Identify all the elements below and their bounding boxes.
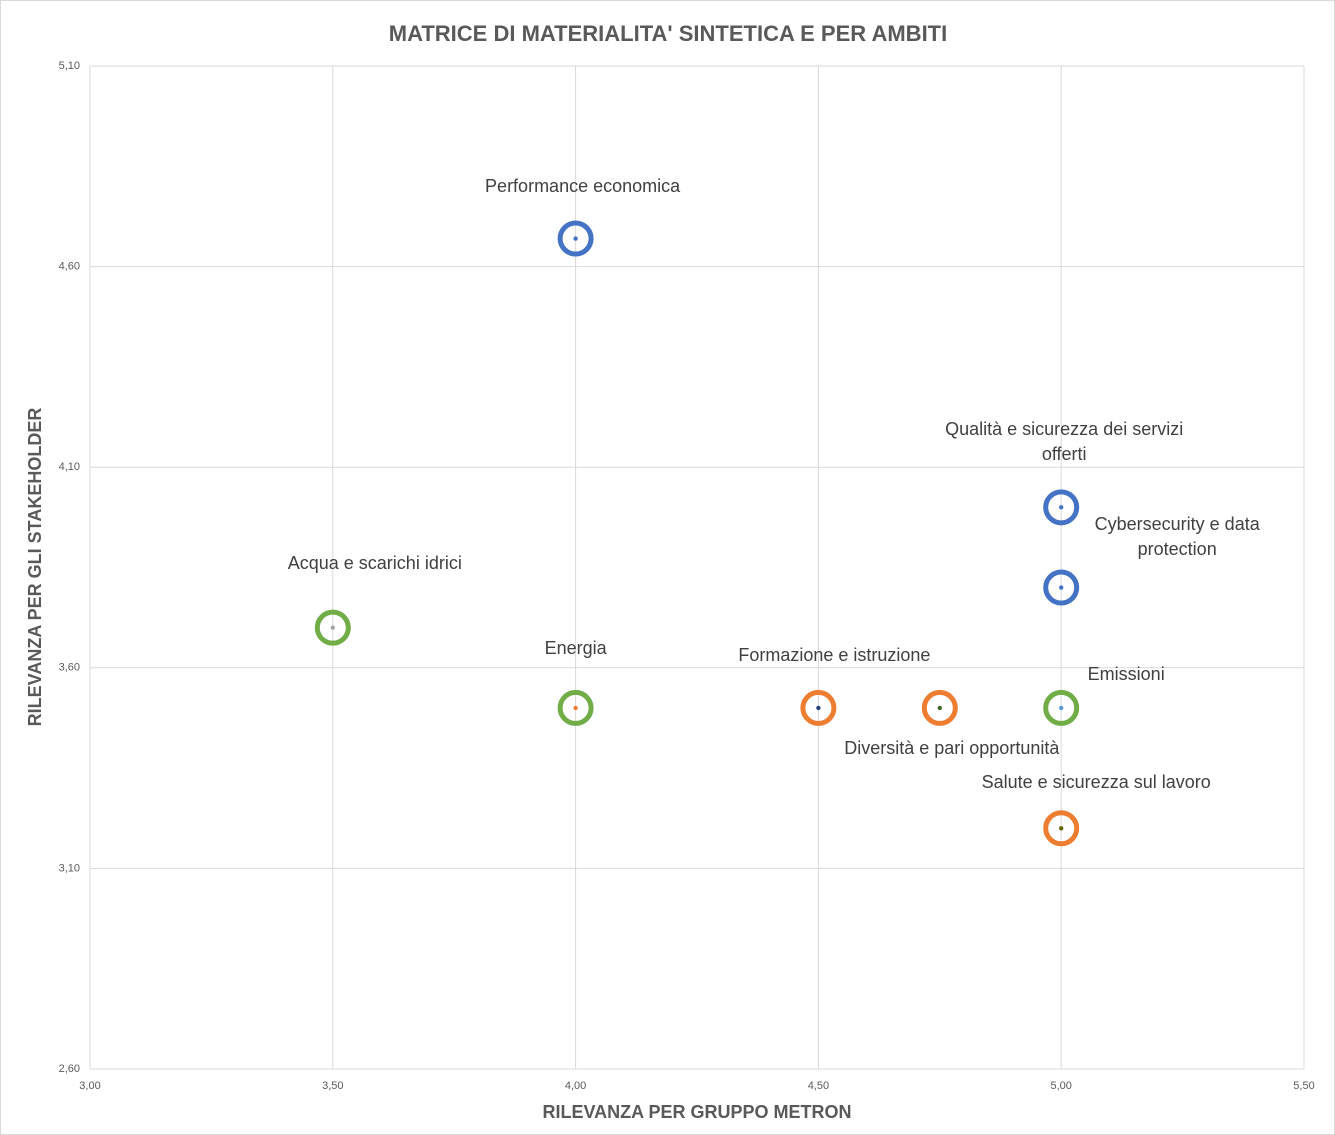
point-ring	[1043, 810, 1080, 847]
y-tick-label: 3,60	[59, 662, 80, 674]
point-ring	[1043, 689, 1080, 726]
point-label: Formazione e istruzione	[738, 644, 931, 665]
point-label: Performance economica	[485, 175, 681, 196]
chart-title: MATRICE DI MATERIALITA' SINTETICA E PER …	[389, 21, 947, 46]
point-label-box: Energia	[544, 637, 607, 658]
y-tick-label: 2,60	[59, 1063, 80, 1075]
point-label-box: Acqua e scarichi idrici	[287, 552, 462, 573]
point-label: Salute e sicurezza sul lavoro	[981, 772, 1211, 793]
point-dot	[1059, 705, 1064, 711]
point-label-box: Qualità e sicurezza dei servizi offerti	[945, 419, 1184, 465]
point-label: Energia	[544, 637, 607, 658]
point-ring	[800, 689, 837, 726]
point-label: Diversità e pari opportunità	[844, 737, 1060, 758]
point-ring	[314, 609, 351, 646]
point-dot	[573, 705, 578, 711]
point-dot	[1059, 505, 1064, 510]
point-dot	[816, 705, 821, 711]
point-label-box: Diversità e pari opportunità	[844, 737, 1060, 758]
point-ring	[1043, 489, 1080, 526]
point-dot	[330, 625, 335, 630]
y-tick-label: 3,10	[59, 862, 80, 874]
point-label: Qualità e sicurezza dei servizi offerti	[945, 419, 1184, 465]
point-ring	[921, 689, 958, 726]
point-label-box: Cybersecurity e data protection	[1094, 513, 1260, 559]
x-tick-label: 3,50	[322, 1080, 343, 1092]
point-dot	[937, 705, 942, 711]
point-label-box: Performance economica	[485, 175, 681, 196]
x-tick-label: 4,00	[565, 1080, 586, 1092]
x-tick-label: 4,50	[808, 1080, 829, 1092]
point-ring	[557, 689, 594, 726]
y-axis-title: RILEVANZA PER GLI STAKEHOLDER	[25, 408, 45, 727]
point-ring	[557, 220, 594, 257]
x-tick-label: 5,50	[1293, 1080, 1314, 1092]
point-label: Emissioni	[1087, 663, 1165, 684]
x-axis-title: RILEVANZA PER GRUPPO METRON	[542, 1102, 851, 1122]
x-tick-label: 5,00	[1050, 1080, 1071, 1092]
point-label-box: Emissioni	[1087, 663, 1165, 684]
point-label: Cybersecurity e data protection	[1094, 513, 1260, 559]
y-tick-label: 4,60	[59, 261, 80, 273]
x-tick-label: 3,00	[79, 1080, 100, 1092]
point-dot	[1059, 826, 1064, 831]
point-label: Acqua e scarichi idrici	[287, 552, 462, 573]
point-label-box: Salute e sicurezza sul lavoro	[981, 772, 1211, 793]
y-tick-label: 5,10	[59, 60, 80, 72]
point-label-box: Formazione e istruzione	[738, 644, 931, 665]
point-ring	[1043, 569, 1080, 606]
y-tick-label: 4,10	[59, 461, 80, 473]
point-dot	[573, 236, 578, 241]
point-dot	[1059, 585, 1064, 590]
